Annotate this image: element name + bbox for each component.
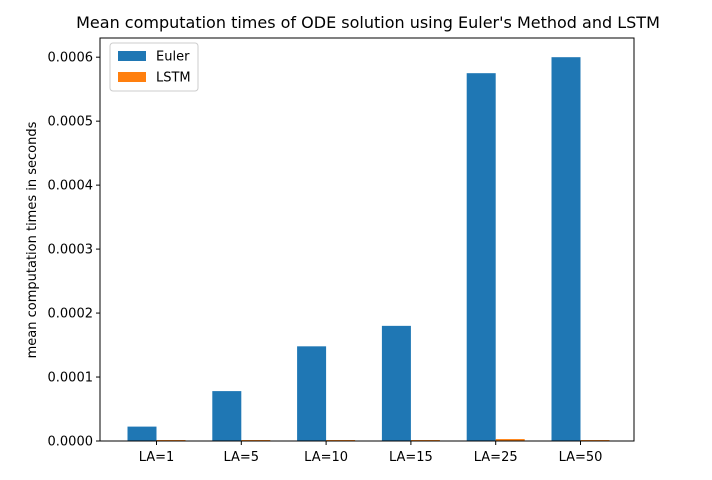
bar-euler [212, 391, 242, 441]
legend-swatch-euler [118, 51, 146, 61]
x-axis-ticks: LA=1 LA=5 LA=10 LA=15 LA=25 LA=50 [139, 441, 603, 465]
x-tick-label: LA=10 [304, 450, 348, 465]
y-tick-label: 0.0001 [48, 371, 94, 386]
bar-euler [381, 325, 411, 441]
bar-euler [466, 73, 496, 441]
x-tick-label: LA=5 [223, 450, 259, 465]
y-tick-label: 0.0006 [48, 51, 94, 66]
bar-euler [127, 426, 157, 441]
x-tick-label: LA=25 [474, 450, 518, 465]
y-tick-label: 0.0002 [48, 307, 94, 322]
legend-label-lstm: LSTM [156, 71, 191, 86]
bar-euler [551, 57, 581, 441]
legend-swatch-lstm [118, 72, 146, 82]
bar-series-group [127, 57, 610, 441]
y-axis-ticks: 0.0000 0.0001 0.0002 0.0003 0.0004 0.0005 0.00… [48, 51, 100, 450]
x-tick-label: LA=15 [389, 450, 433, 465]
plot-area-frame [99, 37, 635, 442]
legend: Euler LSTM [109, 42, 199, 92]
bar-euler [297, 346, 327, 441]
bar-lstm [495, 439, 525, 441]
x-tick-label: LA=1 [139, 450, 175, 465]
chart-title: Mean computation times of ODE solution u… [76, 13, 660, 32]
y-tick-label: 0.0005 [48, 115, 94, 130]
y-tick-label: 0.0003 [48, 243, 94, 258]
y-tick-label: 0.0000 [48, 435, 94, 450]
y-tick-label: 0.0004 [48, 179, 94, 194]
legend-label-euler: Euler [156, 50, 190, 65]
y-axis-label: mean computation times in seconds [25, 121, 40, 358]
x-tick-label: LA=50 [559, 450, 603, 465]
